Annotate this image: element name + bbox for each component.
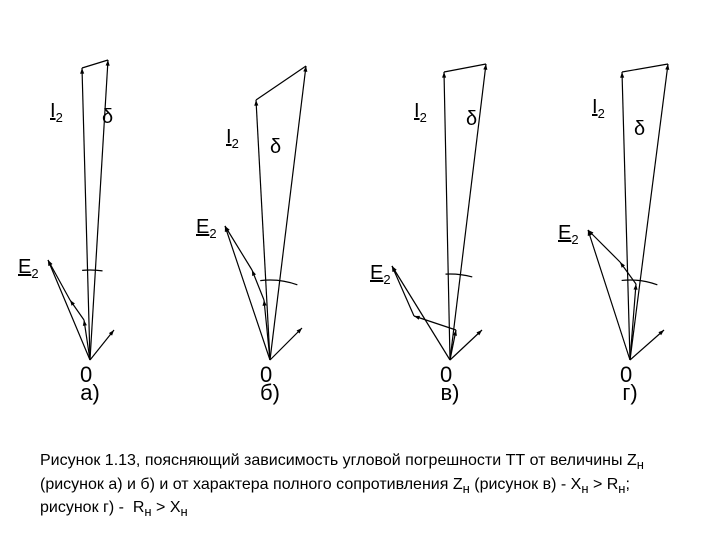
figure-caption: Рисунок 1.13, поясняющий зависимость угл…: [40, 450, 680, 521]
panel-tag: г): [550, 380, 710, 406]
label-delta: δ: [270, 136, 281, 159]
label-delta: δ: [634, 118, 645, 141]
panel-g: I2E2δ0г): [550, 40, 710, 400]
label-E2: E2: [18, 256, 39, 281]
panel-tag: в): [370, 380, 530, 406]
panel-tag: б): [190, 380, 350, 406]
panels-row: I2E2δ0а) I2E2δ0б) I2E2δ0в) I2E2δ0г): [0, 0, 720, 400]
panel-b: I2E2δ0б): [190, 40, 350, 400]
panel-tag: а): [10, 380, 170, 406]
label-I2: I2: [592, 96, 605, 121]
label-E2: E2: [370, 262, 391, 287]
label-delta: δ: [466, 108, 477, 131]
label-E2: E2: [196, 216, 217, 241]
panel-v: I2E2δ0в): [370, 40, 530, 400]
label-delta: δ: [102, 106, 113, 129]
panel-a: I2E2δ0а): [10, 40, 170, 400]
label-I2: I2: [50, 100, 63, 125]
label-I2: I2: [414, 100, 427, 125]
label-E2: E2: [558, 222, 579, 247]
label-I2: I2: [226, 126, 239, 151]
